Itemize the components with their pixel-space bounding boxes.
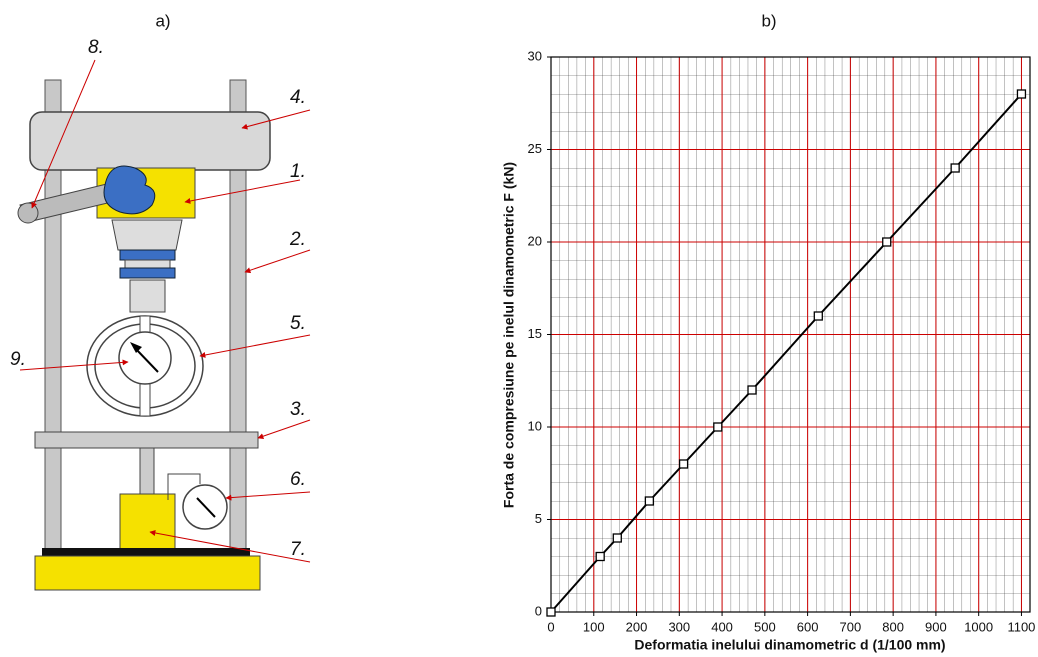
base-pad: [42, 548, 250, 556]
y-tick-label: 25: [528, 141, 542, 156]
x-tick-label: 700: [840, 619, 862, 634]
y-tick-label: 15: [528, 326, 542, 341]
callout: 5.: [290, 313, 306, 334]
y-tick-label: 20: [528, 233, 542, 248]
callout: 8.: [88, 37, 104, 58]
base: [34, 555, 261, 591]
panel-label: b): [761, 11, 776, 30]
plate: [34, 431, 259, 449]
y-tick-label: 30: [528, 48, 542, 63]
crossbar: [29, 111, 271, 171]
data-point: [713, 422, 723, 432]
y-tick-label: 5: [535, 511, 542, 526]
x-axis-title: Deformatia inelului dinamometric d (1/10…: [634, 637, 945, 653]
dial-needle: [134, 347, 159, 373]
x-tick-label: 900: [925, 619, 947, 634]
data-point: [546, 607, 556, 617]
data-point: [595, 551, 605, 562]
y-tick-label: 0: [535, 603, 542, 618]
callout: 9.: [10, 349, 26, 370]
press-diagram: a) 1. 2. 3. 4. 5.: [10, 11, 311, 591]
x-tick-label: 1100: [1007, 619, 1035, 634]
lever-end: [17, 202, 39, 224]
data-point: [747, 385, 757, 395]
data-point: [644, 496, 655, 506]
x-tick-label: 500: [754, 619, 776, 634]
callout: 4.: [290, 87, 306, 108]
x-tick-label: 300: [668, 619, 690, 634]
callout: 6.: [290, 469, 306, 490]
y-axis-title: Forta de compresiune pe inelul dinamomet…: [501, 162, 517, 508]
data-point: [950, 163, 960, 173]
panel-label: a): [155, 11, 170, 30]
x-tick-label: 0: [547, 619, 554, 634]
data-point: [678, 459, 689, 469]
data-point: [1016, 89, 1027, 99]
data-point: [612, 533, 622, 543]
callout: 1.: [290, 161, 306, 182]
spacer: [124, 259, 171, 269]
x-tick-label: 100: [583, 619, 605, 634]
cylinder: [111, 219, 183, 251]
disc: [119, 249, 176, 261]
jack: [119, 493, 176, 551]
piston: [129, 279, 166, 313]
disc: [119, 267, 176, 279]
x-tick-label: 800: [882, 619, 904, 634]
data-point: [882, 237, 892, 247]
x-tick-label: 1000: [964, 619, 993, 634]
callout: 2.: [289, 229, 306, 250]
gauge-pipe: [167, 473, 201, 500]
callout: 3.: [290, 399, 306, 420]
dial-needle-tip: [130, 342, 142, 353]
x-tick-label: 200: [626, 619, 648, 634]
plot-frame: [550, 56, 1031, 613]
gauge-needle: [196, 497, 216, 518]
x-tick-label: 600: [797, 619, 819, 634]
crank: [103, 165, 156, 215]
x-tick-label: 400: [711, 619, 733, 634]
y-tick-label: 10: [528, 418, 542, 433]
callout-lines: [19, 59, 311, 563]
stem: [139, 447, 155, 495]
plot: 0 100 200 300 400 500 600 700 800 900 1000 1100 0 5 10…: [528, 48, 1036, 634]
callout: 7.: [290, 539, 306, 560]
data-point: [813, 311, 823, 321]
